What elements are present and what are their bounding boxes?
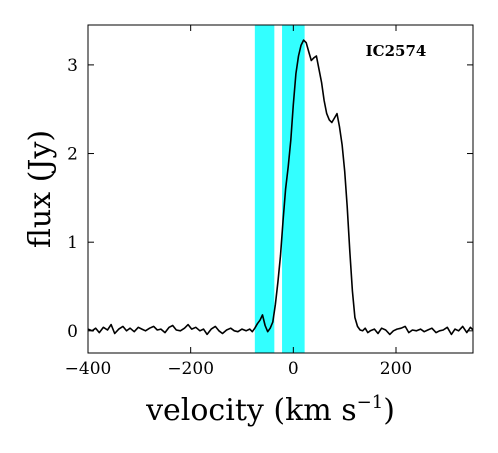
highlight-bands <box>254 25 305 353</box>
x-axis-ticks: −400 −200 0 200 <box>65 25 412 379</box>
x-tick-label: −200 <box>167 359 214 379</box>
highlight-band-1 <box>254 25 275 353</box>
x-axis-title-exponent: −1 <box>357 392 384 413</box>
x-axis-title: velocity (km s−1) <box>145 392 395 428</box>
y-tick-label: 2 <box>67 145 78 165</box>
x-tick-label: −400 <box>65 359 112 379</box>
highlight-band-2 <box>282 25 305 353</box>
x-axis-title-main: velocity (km s <box>145 393 357 428</box>
flux-series <box>87 39 474 336</box>
x-axis-title-close: ) <box>383 393 395 428</box>
y-tick-label: 1 <box>67 233 78 253</box>
plot-frame <box>87 24 474 354</box>
y-tick-label: 0 <box>67 322 78 342</box>
y-axis-ticks: 0 1 2 3 <box>67 56 473 342</box>
object-label: IC2574 <box>366 42 427 60</box>
x-tick-label: 200 <box>380 359 412 379</box>
y-tick-label: 3 <box>67 56 78 76</box>
x-tick-label: 0 <box>288 359 299 379</box>
flux-line-1 <box>87 39 474 336</box>
y-axis-title: flux (Jy) <box>23 130 58 248</box>
